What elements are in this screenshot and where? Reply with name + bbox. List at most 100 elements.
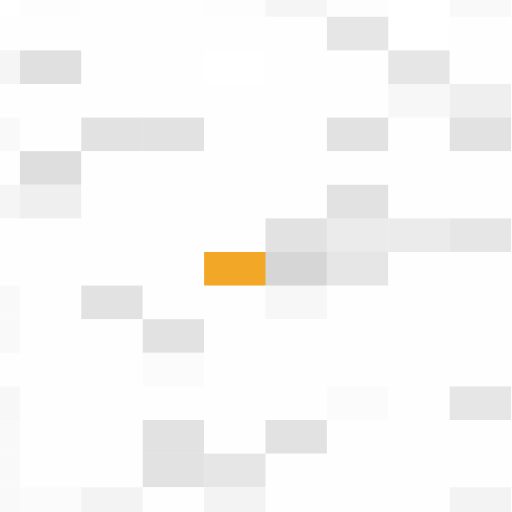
heatmap-cell bbox=[326, 151, 389, 185]
heatmap-cell bbox=[19, 420, 82, 454]
heatmap-cell bbox=[204, 218, 266, 252]
heatmap-cell bbox=[81, 285, 143, 320]
heatmap-cell bbox=[388, 319, 450, 353]
heatmap-cell bbox=[326, 352, 389, 387]
heatmap-cell bbox=[0, 184, 20, 219]
heatmap-cell bbox=[142, 319, 205, 353]
heatmap-cell bbox=[142, 84, 205, 118]
heatmap-cell bbox=[0, 453, 20, 488]
heatmap-cell bbox=[0, 487, 20, 512]
heatmap-cell bbox=[326, 218, 389, 252]
heatmap-cell bbox=[449, 386, 512, 420]
heatmap-cell bbox=[19, 386, 82, 420]
heatmap-cell bbox=[142, 252, 205, 286]
heatmap-cell bbox=[265, 352, 327, 387]
heatmap-cell bbox=[19, 50, 82, 84]
heatmap-cell bbox=[449, 252, 512, 286]
heatmap-cell bbox=[81, 151, 143, 185]
heatmap-cell bbox=[265, 386, 327, 420]
heatmap-cell bbox=[204, 16, 266, 51]
heatmap-cell bbox=[388, 453, 450, 488]
heatmap-cell bbox=[388, 252, 450, 286]
heatmap-cell bbox=[142, 16, 205, 51]
heatmap-cell bbox=[142, 352, 205, 387]
heatmap-cell bbox=[388, 184, 450, 219]
heatmap-cell bbox=[204, 420, 266, 454]
heatmap-cell bbox=[326, 285, 389, 320]
heatmap-cell bbox=[449, 50, 512, 84]
heatmap-cell bbox=[81, 487, 143, 512]
heatmap-cell bbox=[326, 319, 389, 353]
heatmap-cell bbox=[388, 420, 450, 454]
heatmap-cell bbox=[0, 84, 20, 118]
heatmap-cell bbox=[81, 420, 143, 454]
heatmap-cell bbox=[142, 285, 205, 320]
heatmap-cell bbox=[265, 16, 327, 51]
heatmap-cell bbox=[265, 184, 327, 219]
heatmap-cell bbox=[449, 285, 512, 320]
heatmap-cell bbox=[265, 420, 327, 454]
heatmap-cell bbox=[326, 420, 389, 454]
heatmap-cell bbox=[204, 285, 266, 320]
heatmap-cell bbox=[449, 0, 512, 17]
heatmap-cell bbox=[81, 84, 143, 118]
heatmap-cell bbox=[388, 117, 450, 152]
heatmap-cell bbox=[0, 285, 20, 320]
heatmap-cell bbox=[81, 319, 143, 353]
heatmap-cell bbox=[0, 117, 20, 152]
heatmap-cell bbox=[142, 386, 205, 420]
heatmap-cell bbox=[19, 16, 82, 51]
heatmap-cell bbox=[81, 352, 143, 387]
heatmap-cell bbox=[204, 386, 266, 420]
heatmap-cell bbox=[142, 420, 205, 454]
heatmap-cell bbox=[204, 453, 266, 488]
heatmap-cell bbox=[265, 0, 327, 17]
heatmap-cell bbox=[142, 0, 205, 17]
heatmap-cell bbox=[265, 252, 327, 286]
heatmap-cell bbox=[388, 285, 450, 320]
heatmap-cell bbox=[19, 252, 82, 286]
heatmap-cell bbox=[19, 453, 82, 488]
heatmap-cell bbox=[449, 352, 512, 387]
heatmap-cell bbox=[449, 487, 512, 512]
heatmap-cell bbox=[449, 151, 512, 185]
heatmap-cell bbox=[204, 184, 266, 219]
heatmap-cell bbox=[19, 117, 82, 152]
heatmap-cell bbox=[326, 0, 389, 17]
heatmap-cell bbox=[204, 0, 266, 17]
heatmap-cell bbox=[81, 453, 143, 488]
heatmap-cell bbox=[81, 184, 143, 219]
heatmap-cell bbox=[142, 487, 205, 512]
heatmap-cell bbox=[19, 352, 82, 387]
heatmap-cell bbox=[204, 151, 266, 185]
heatmap-cell bbox=[388, 218, 450, 252]
heatmap-cell bbox=[142, 453, 205, 488]
heatmap-cell bbox=[326, 16, 389, 51]
heatmap-cell bbox=[326, 453, 389, 488]
heatmap-cell bbox=[326, 84, 389, 118]
heatmap-cell bbox=[265, 50, 327, 84]
heatmap-cell bbox=[265, 285, 327, 320]
heatmap-cell bbox=[449, 16, 512, 51]
heatmap-cell bbox=[326, 386, 389, 420]
heatmap-cell bbox=[449, 453, 512, 488]
heatmap-cell bbox=[388, 16, 450, 51]
heatmap-cell bbox=[142, 184, 205, 219]
heatmap-cell bbox=[388, 487, 450, 512]
heatmap-cell bbox=[19, 151, 82, 185]
heatmap-cell bbox=[449, 420, 512, 454]
heatmap-cell bbox=[19, 487, 82, 512]
heatmap-cell bbox=[265, 453, 327, 488]
heatmap-cell bbox=[326, 117, 389, 152]
heatmap-cell bbox=[204, 50, 266, 84]
heatmap-cell bbox=[19, 0, 82, 17]
heatmap-cell bbox=[388, 0, 450, 17]
heatmap-cell bbox=[204, 487, 266, 512]
heatmap-cell bbox=[0, 319, 20, 353]
heatmap-cell bbox=[388, 352, 450, 387]
heatmap-cell bbox=[204, 252, 266, 286]
heatmap-cell bbox=[265, 84, 327, 118]
heatmap-cell bbox=[81, 16, 143, 51]
